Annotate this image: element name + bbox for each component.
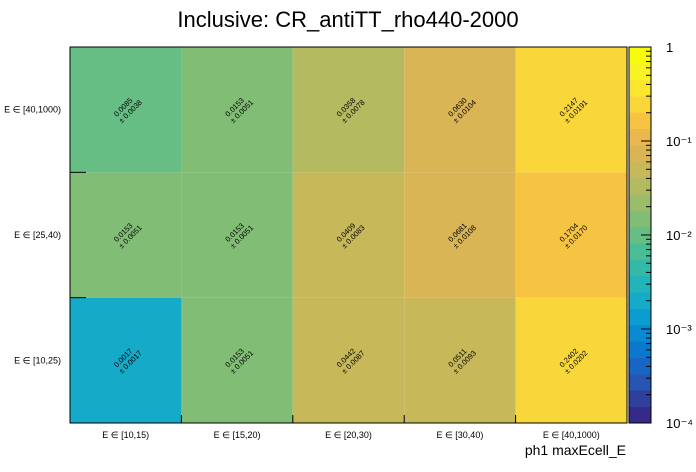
palette-swatch	[629, 177, 651, 195]
palette-swatch	[629, 194, 651, 211]
palette-swatch	[629, 243, 651, 260]
palette-swatch	[629, 341, 651, 358]
palette-swatch	[629, 373, 651, 391]
palette-tick-label: 1	[666, 40, 673, 55]
palette-swatch	[629, 292, 651, 309]
heatmap-cell	[515, 172, 627, 298]
y-tick-label: E ∈ [10,25)	[14, 355, 61, 365]
heatmap-cell	[181, 297, 293, 423]
palette-swatch	[629, 226, 651, 244]
heatmap-cell	[70, 297, 182, 423]
palette-tick-label: 10⁻²	[666, 228, 692, 243]
heatmap-cell	[404, 297, 516, 423]
palette-swatch	[629, 308, 651, 326]
palette-swatch	[629, 128, 651, 146]
color-palette	[629, 47, 651, 424]
palette-tick-label: 10⁻¹	[666, 134, 692, 149]
y-axis-ticks: E ∈ [10,25) E ∈ [25,40) E ∈ [40,1000)	[4, 46, 86, 424]
plot-frame	[69, 46, 628, 424]
heatmap-cell	[292, 47, 405, 173]
heatmap-cell	[404, 47, 516, 173]
chart-title: Inclusive: CR_antiTT_rho440-2000	[177, 7, 518, 32]
palette-swatch	[629, 79, 651, 97]
palette-swatch	[629, 112, 651, 130]
y-tick-label: E ∈ [40,1000)	[4, 105, 61, 115]
heatmap-cell	[515, 297, 627, 423]
palette-swatch	[629, 96, 651, 113]
heatmap-cell	[181, 47, 293, 173]
y-tick-label: E ∈ [25,40)	[14, 230, 61, 240]
palette-swatch	[629, 47, 651, 64]
x-tick-label: E ∈ [20,30)	[325, 430, 372, 440]
palette-swatch	[629, 406, 651, 424]
x-tick-label: E ∈ [30,40)	[436, 430, 483, 440]
heatmap-cell	[70, 172, 182, 298]
heatmap-cell	[70, 47, 182, 173]
x-tick-label: E ∈ [10,15)	[102, 430, 149, 440]
heatmap-cell	[292, 297, 405, 423]
palette-swatch	[629, 275, 651, 293]
heatmap-cells	[70, 47, 627, 423]
x-axis-label: ph1 maxEcell_E	[525, 442, 626, 458]
heatmap-cell	[515, 47, 627, 173]
palette-swatch	[629, 259, 651, 277]
palette-swatch	[629, 210, 651, 228]
heatmap-cell	[404, 172, 516, 298]
palette-axis: 1 10⁻¹ 10⁻² 10⁻³ 10⁻⁴	[641, 40, 693, 431]
x-tick-label: E ∈ [15,20)	[214, 430, 261, 440]
palette-swatch	[629, 63, 651, 80]
heatmap-cell	[292, 172, 405, 298]
palette-tick-label: 10⁻³	[666, 322, 692, 337]
heatmap-cell	[181, 172, 293, 298]
palette-swatch	[629, 390, 651, 407]
x-tick-label: E ∈ [40,1000)	[543, 430, 600, 440]
palette-swatch	[629, 357, 651, 375]
palette-swatch	[629, 145, 651, 162]
x-axis-ticks: E ∈ [10,15) E ∈ [15,20) E ∈ [20,30) E ∈ [30…	[69, 415, 628, 440]
palette-tick-label: 10⁻⁴	[666, 416, 693, 431]
palette-swatch	[629, 161, 651, 179]
